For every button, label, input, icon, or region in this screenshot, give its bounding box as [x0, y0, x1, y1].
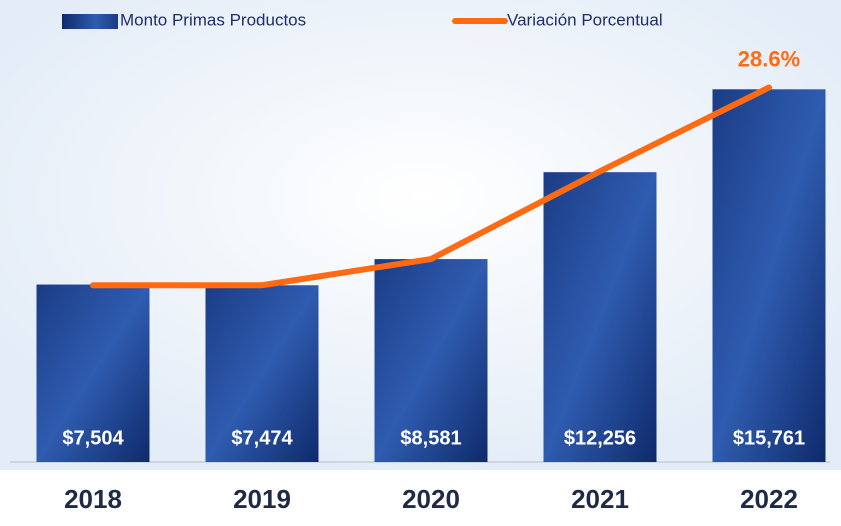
legend-label: Monto Primas Productos	[120, 10, 306, 29]
bar-value-label: $12,256	[564, 427, 636, 449]
x-tick-label: 2020	[402, 484, 460, 514]
legend-swatch-bar	[62, 14, 118, 29]
bar	[205, 285, 319, 462]
x-tick-label: 2018	[64, 484, 122, 514]
bar-value-label: $15,761	[733, 427, 805, 449]
footer-background	[0, 470, 841, 521]
x-tick-label: 2019	[233, 484, 291, 514]
bar	[36, 284, 150, 462]
bar-value-label: $8,581	[400, 427, 461, 449]
line-value-label: 28.6%	[738, 46, 800, 71]
bar	[543, 172, 657, 462]
legend-label: Variación Porcentual	[507, 10, 663, 29]
bar	[374, 259, 488, 462]
x-tick-label: 2021	[571, 484, 629, 514]
bar-value-label: $7,504	[62, 427, 124, 449]
x-tick-label: 2022	[740, 484, 798, 514]
line	[90, 84, 772, 289]
bar-value-label: $7,474	[231, 427, 293, 449]
bar	[712, 89, 826, 462]
